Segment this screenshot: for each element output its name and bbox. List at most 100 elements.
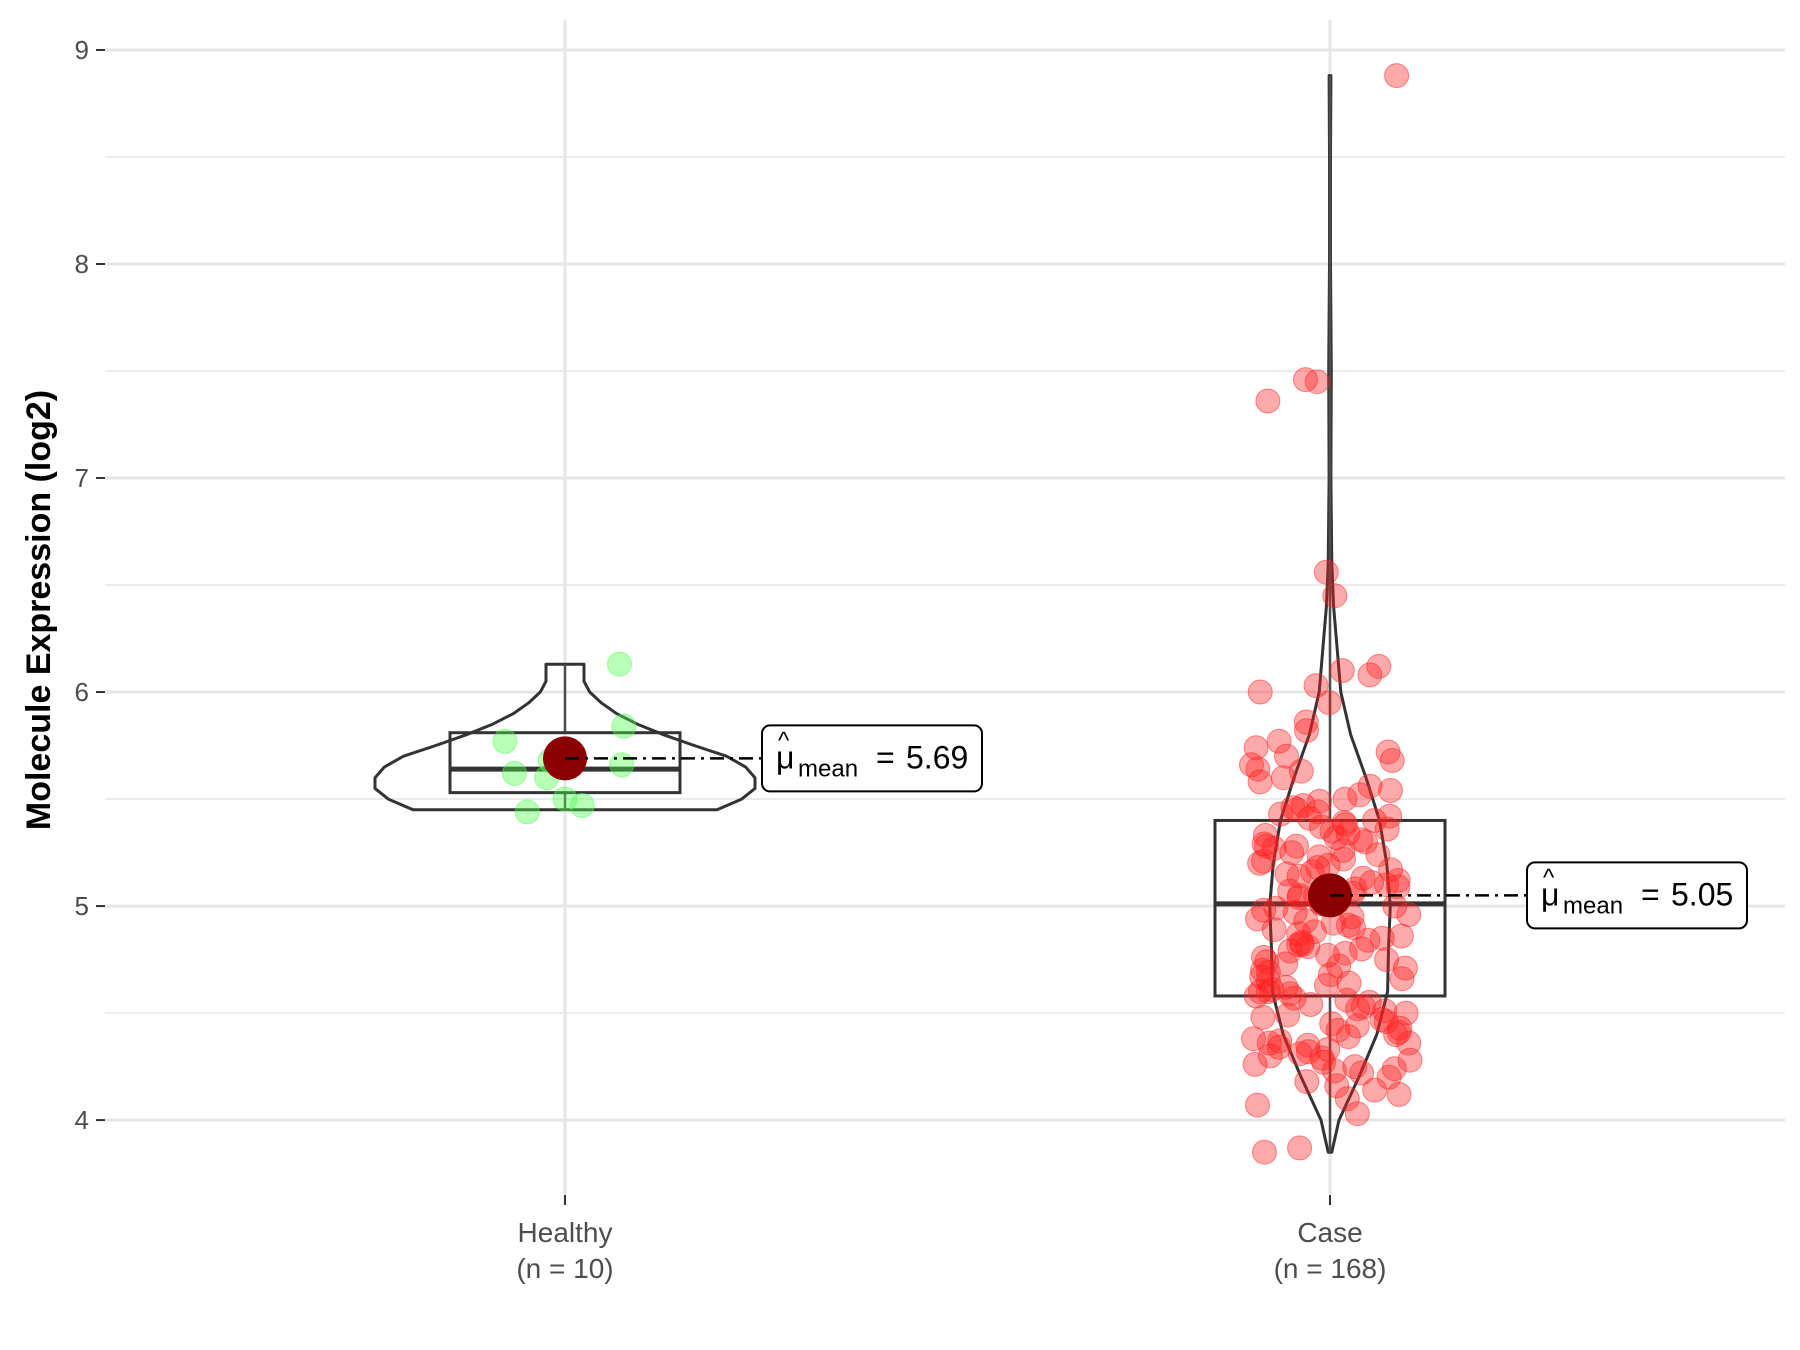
mean-symbol: μ (1541, 876, 1559, 912)
data-point (1313, 559, 1339, 585)
data-point (1239, 752, 1264, 778)
data-point (1279, 840, 1305, 866)
data-point (1257, 1043, 1283, 1069)
data-point (1396, 1030, 1422, 1056)
box-iqr (1213, 818, 1447, 998)
data-point (1247, 769, 1273, 795)
data-point (1247, 979, 1273, 1005)
data-point (1381, 1056, 1407, 1082)
data-point (1247, 679, 1273, 705)
data-points (492, 63, 1423, 1165)
data-point (1378, 778, 1403, 803)
data-point (1332, 786, 1358, 812)
data-point (1330, 837, 1356, 863)
y-axis-title: Molecule Expression (log2) (20, 390, 58, 830)
data-point (1294, 1069, 1320, 1095)
data-point (1384, 63, 1410, 89)
data-point (1286, 863, 1312, 889)
y-tick-label: 9 (75, 35, 89, 65)
data-point (1295, 1032, 1321, 1058)
data-point (1334, 987, 1360, 1013)
data-point (1281, 985, 1307, 1011)
data-point (1374, 816, 1400, 842)
y-tick-label: 6 (75, 677, 89, 707)
data-point (1304, 369, 1330, 395)
data-point (1373, 1009, 1399, 1035)
data-point (1287, 882, 1313, 908)
data-point (1270, 765, 1296, 791)
x-category-count: (n = 168) (1274, 1253, 1387, 1284)
data-point (492, 728, 518, 754)
data-point (609, 752, 635, 778)
data-point (1247, 850, 1273, 876)
mean-hat: ^ (1543, 864, 1555, 891)
x-category-label: Case (1297, 1217, 1362, 1248)
data-point (1286, 932, 1312, 958)
data-point (514, 799, 540, 825)
y-axis: 4 5 6 7 8 9 (75, 35, 105, 1135)
data-point (1303, 673, 1329, 699)
mean-value: 5.05 (1671, 876, 1733, 912)
data-point (1377, 803, 1403, 829)
data-point (1266, 728, 1292, 754)
data-point (1344, 1013, 1370, 1039)
data-point (1357, 662, 1383, 688)
data-point (1252, 1139, 1277, 1165)
data-point (1335, 1024, 1361, 1050)
data-point (1329, 658, 1355, 684)
data-point (1277, 938, 1303, 964)
x-category-label: Healthy (518, 1217, 613, 1248)
data-point (1313, 972, 1339, 998)
y-tick-label: 4 (75, 1105, 89, 1135)
y-tick-label: 7 (75, 463, 89, 493)
y-tick-label: 5 (75, 891, 89, 921)
mean-symbol: μ (776, 739, 794, 775)
data-point (1284, 797, 1310, 823)
x-axis: Healthy (n = 10) Case (n = 168) (516, 1195, 1386, 1284)
data-point (1251, 848, 1276, 874)
data-point (552, 786, 578, 812)
data-point (1298, 992, 1324, 1017)
data-point (1319, 818, 1345, 844)
data-point (1374, 947, 1400, 973)
mean-value: 5.69 (906, 739, 968, 775)
data-point (1322, 583, 1348, 609)
mean-subscript: mean (798, 755, 858, 782)
violins (373, 74, 1392, 1154)
data-point (1324, 1073, 1350, 1099)
data-point (1245, 1092, 1270, 1118)
data-point (1261, 917, 1287, 943)
data-point (607, 651, 632, 677)
y-tick-label: 8 (75, 249, 89, 279)
data-point (611, 713, 637, 739)
data-point (1383, 1022, 1409, 1047)
data-point (1388, 923, 1414, 949)
mean-subscript: mean (1563, 892, 1623, 919)
data-point (1252, 822, 1278, 848)
mean-equals: = (1641, 876, 1660, 912)
data-point (1316, 690, 1342, 716)
data-point (1275, 1002, 1301, 1028)
minor-gridlines (105, 155, 1785, 1015)
data-point (1255, 388, 1281, 414)
major-gridlines (105, 48, 1785, 1122)
data-point (1289, 932, 1315, 958)
data-point (1315, 942, 1341, 968)
data-point (1287, 1135, 1313, 1161)
mean-label-box (1526, 861, 1748, 930)
mean-label-box (761, 724, 983, 793)
data-point (1255, 959, 1281, 985)
data-point (1382, 893, 1408, 919)
data-point (1294, 718, 1319, 744)
data-point (1347, 782, 1373, 808)
data-point (1295, 1039, 1321, 1065)
mean-hat: ^ (778, 727, 790, 754)
data-point (1379, 748, 1405, 773)
data-point (1362, 1077, 1388, 1103)
data-point (1287, 1041, 1313, 1067)
data-point (1389, 966, 1415, 992)
data-point (1242, 1051, 1268, 1077)
vertical-gridlines (563, 20, 1332, 1195)
mean-equals: = (876, 739, 895, 775)
x-category-count: (n = 10) (516, 1253, 613, 1284)
